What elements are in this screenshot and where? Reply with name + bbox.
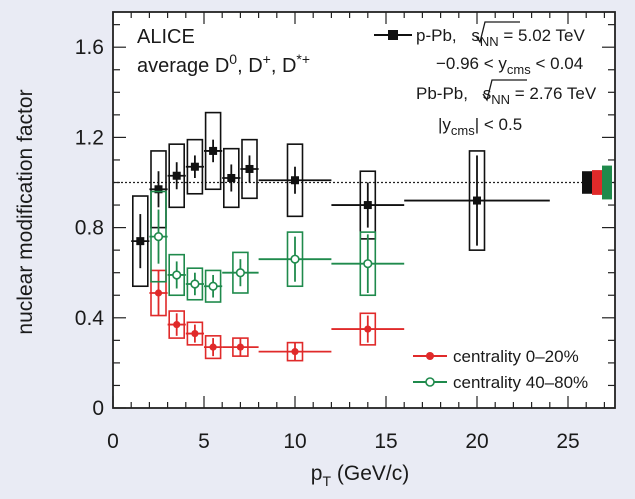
plot-frame xyxy=(112,11,616,409)
normalization-box xyxy=(582,171,592,194)
series-0 xyxy=(131,111,550,288)
x-tick-label: 0 xyxy=(107,430,119,453)
ppb-rapidity-label: −0.96 < ycms < 0.04 xyxy=(436,54,583,77)
legend-item-central: centrality 0–20% xyxy=(413,347,579,366)
data-point xyxy=(209,343,217,351)
data-point xyxy=(173,320,181,329)
data-point xyxy=(209,146,218,155)
data-point xyxy=(291,348,299,356)
data-point xyxy=(191,329,199,338)
normalization-box xyxy=(592,170,602,195)
pbpb-rapidity-label: |ycms| < 0.5 xyxy=(438,115,522,138)
x-tick-label: 15 xyxy=(374,430,397,453)
y-tick-label: 1.2 xyxy=(75,126,104,149)
experiment-label: ALICE xyxy=(137,26,195,48)
sqrt-sign-pbpb xyxy=(482,79,527,102)
normalization-box xyxy=(602,165,612,200)
x-tick-label: 25 xyxy=(556,430,579,453)
legend-marker-peripheral xyxy=(425,377,435,387)
data-point xyxy=(190,279,200,289)
pbpb-energy-label: Pb-Pb, sNN = 2.76 TeV xyxy=(416,79,597,107)
data-point xyxy=(236,343,244,351)
data-point xyxy=(227,173,236,182)
sqrt-sign-ppb xyxy=(475,21,520,44)
y-tick-label: 1.6 xyxy=(75,36,104,59)
pbpb-energy-text: Pb-Pb, sNN = 2.76 TeV xyxy=(416,84,597,107)
x-tick-label: 20 xyxy=(465,430,488,453)
axis-ticks: 0 5 10 15 20 25 0 0.4 0.8 1.2 1.6 xyxy=(75,12,615,453)
data-point xyxy=(235,268,245,278)
series-layer xyxy=(131,111,550,362)
y-tick-label: 0.4 xyxy=(75,307,105,330)
data-point xyxy=(363,259,373,269)
data-point xyxy=(172,270,182,280)
legend-label-ppb: p-Pb, sNN = 5.02 TeV xyxy=(416,26,585,49)
legend-label-peripheral: centrality 40–80% xyxy=(453,373,588,392)
legend-item-peripheral: centrality 40–80% xyxy=(413,373,588,392)
data-point xyxy=(154,185,163,194)
x-tick-label: 5 xyxy=(198,430,210,453)
legend-item-ppb: p-Pb, sNN = 5.02 TeV xyxy=(374,21,585,49)
legend-marker-central xyxy=(426,352,434,360)
x-tick-label: 10 xyxy=(283,430,306,453)
data-point xyxy=(153,232,164,242)
data-point xyxy=(190,162,199,171)
data-point xyxy=(291,176,299,185)
data-point xyxy=(245,164,254,173)
data-point xyxy=(172,171,181,180)
x-axis-title: pT (GeV/c) xyxy=(311,462,409,489)
series-2 xyxy=(149,190,405,303)
data-point xyxy=(473,196,481,205)
data-point xyxy=(290,254,300,264)
y-tick-label: 0.8 xyxy=(75,217,104,240)
normalization-boxes xyxy=(582,165,612,200)
average-label: average D0, D+, D*+ xyxy=(137,51,310,77)
data-point xyxy=(154,289,163,297)
data-point xyxy=(364,325,372,333)
y-axis-title: nuclear modification factor xyxy=(14,89,37,334)
data-point xyxy=(363,201,372,210)
legend-label-central: centrality 0–20% xyxy=(453,347,579,366)
series-1 xyxy=(149,269,405,362)
data-point xyxy=(208,281,218,291)
y-tick-label: 0 xyxy=(92,397,104,420)
data-point xyxy=(136,237,145,246)
legend-marker-ppb xyxy=(388,30,398,40)
